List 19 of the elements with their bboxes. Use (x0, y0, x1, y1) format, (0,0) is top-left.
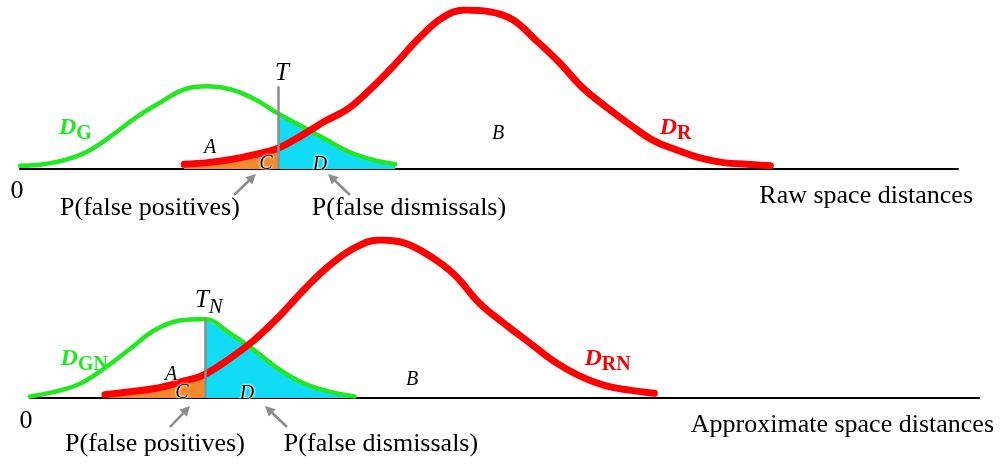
text: P(false positives) (65, 428, 245, 458)
annotation: A (164, 362, 178, 384)
series-label: D$_{RN}$ (584, 343, 631, 374)
annotation: C (259, 151, 273, 173)
annotation: B (491, 121, 505, 143)
annotation: B (405, 367, 419, 389)
annotation: A (203, 135, 217, 157)
x-axis-title: Approximate space distances (690, 408, 994, 438)
series-label: D$_{R}$ (659, 112, 692, 144)
annotation: T (274, 57, 289, 86)
x-axis-title: Raw space distances (759, 179, 973, 209)
text: P(false dismissals) (283, 428, 479, 458)
text: 0 (10, 175, 24, 205)
text: 0 (19, 405, 33, 435)
annotation: T$_{N}$ (194, 285, 223, 319)
annotation: C (175, 380, 189, 402)
text: P(false positives) (60, 192, 240, 222)
series-label: D$_{G}$ (58, 112, 92, 144)
text: P(false dismissals) (311, 192, 507, 222)
